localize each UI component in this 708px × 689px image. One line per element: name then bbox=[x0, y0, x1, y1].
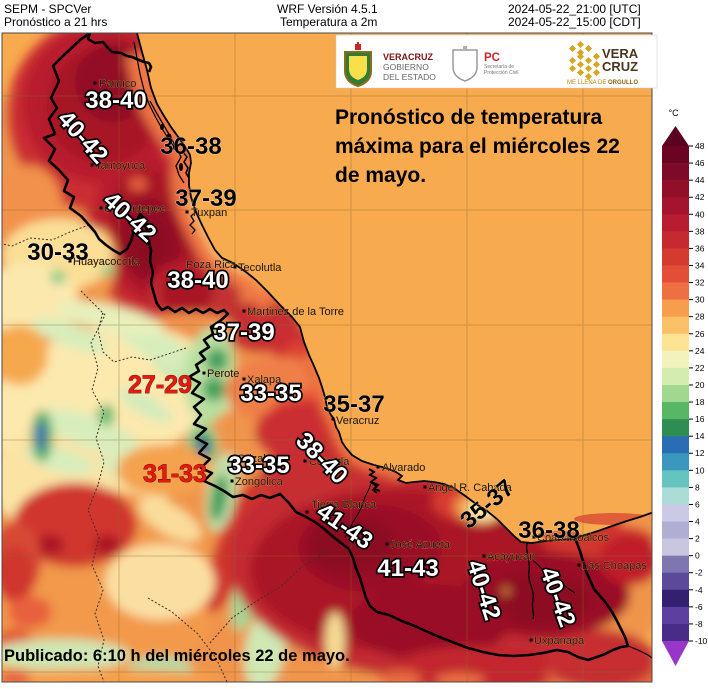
svg-text:Temperatura a 2m: Temperatura a 2m bbox=[280, 15, 377, 29]
svg-text:Huayacocotla: Huayacocotla bbox=[73, 256, 141, 268]
svg-text:41-43: 41-43 bbox=[377, 555, 438, 582]
svg-text:20: 20 bbox=[695, 380, 705, 390]
svg-text:10: 10 bbox=[695, 465, 705, 475]
svg-text:30-33: 30-33 bbox=[27, 239, 88, 266]
svg-text:Angel R. Cabada: Angel R. Cabada bbox=[428, 482, 513, 494]
svg-text:-6: -6 bbox=[695, 602, 703, 612]
svg-text:Uxpanapa: Uxpanapa bbox=[534, 635, 585, 647]
svg-text:46: 46 bbox=[695, 158, 705, 168]
svg-text:Orizaba: Orizaba bbox=[237, 453, 276, 465]
svg-text:34: 34 bbox=[695, 260, 705, 270]
svg-text:32: 32 bbox=[695, 278, 705, 288]
svg-text:33-35: 33-35 bbox=[240, 380, 301, 407]
svg-text:38: 38 bbox=[695, 226, 705, 236]
svg-text:26: 26 bbox=[695, 329, 705, 339]
svg-text:Chicontepec: Chicontepec bbox=[104, 203, 166, 215]
svg-text:42: 42 bbox=[695, 192, 705, 202]
svg-text:Xalapa: Xalapa bbox=[247, 374, 282, 386]
svg-text:Zongolica: Zongolica bbox=[235, 476, 284, 488]
svg-text:Publicado: 6:10 h del miércole: Publicado: 6:10 h del miércoles 22 de ma… bbox=[4, 647, 350, 665]
svg-text:Secretaría de: Secretaría de bbox=[484, 64, 514, 70]
svg-text:36-38: 36-38 bbox=[160, 133, 221, 160]
svg-text:Protección Civil: Protección Civil bbox=[484, 70, 518, 76]
svg-text:8: 8 bbox=[695, 482, 700, 492]
svg-text:2024-05-22_15:00 [CDT]: 2024-05-22_15:00 [CDT] bbox=[508, 15, 641, 29]
svg-text:Alvarado: Alvarado bbox=[382, 462, 425, 474]
svg-text:GOBIERNO: GOBIERNO bbox=[383, 62, 429, 72]
svg-text:Las Choapas: Las Choapas bbox=[582, 560, 647, 572]
svg-text:Coatzacoalcos: Coatzacoalcos bbox=[537, 532, 610, 544]
svg-text:48: 48 bbox=[695, 141, 705, 151]
svg-text:DEL ESTADO: DEL ESTADO bbox=[383, 72, 436, 82]
svg-text:2024-05-22_21:00 [UTC]: 2024-05-22_21:00 [UTC] bbox=[508, 2, 641, 16]
svg-text:2: 2 bbox=[695, 534, 700, 544]
svg-text:WRF Versión 4.5.1: WRF Versión 4.5.1 bbox=[277, 2, 378, 16]
svg-text:Tecolutla: Tecolutla bbox=[238, 262, 282, 274]
svg-text:de mayo.: de mayo. bbox=[335, 164, 426, 187]
svg-text:-8: -8 bbox=[695, 619, 703, 629]
svg-text:37-39: 37-39 bbox=[175, 185, 236, 212]
svg-text:38-40: 38-40 bbox=[167, 267, 228, 294]
svg-text:36: 36 bbox=[695, 243, 705, 253]
svg-text:Cotaxtla: Cotaxtla bbox=[309, 456, 350, 468]
svg-text:38-40: 38-40 bbox=[85, 87, 146, 114]
svg-text:35-37: 35-37 bbox=[323, 391, 384, 418]
svg-text:VERA: VERA bbox=[602, 46, 639, 61]
svg-text:Veracruz: Veracruz bbox=[336, 415, 379, 427]
svg-text:Tierra Blanca: Tierra Blanca bbox=[311, 499, 377, 511]
svg-text:°C: °C bbox=[669, 108, 680, 118]
svg-text:VERACRUZ: VERACRUZ bbox=[383, 52, 434, 62]
svg-text:12: 12 bbox=[695, 448, 705, 458]
svg-text:31-33: 31-33 bbox=[143, 460, 207, 488]
svg-text:ME LLENA DE ORGULLO: ME LLENA DE ORGULLO bbox=[567, 80, 638, 86]
svg-text:CRUZ: CRUZ bbox=[602, 59, 638, 74]
svg-text:PC: PC bbox=[484, 52, 500, 64]
svg-text:28: 28 bbox=[695, 312, 705, 322]
svg-text:33-35: 33-35 bbox=[228, 452, 289, 479]
svg-text:37-39: 37-39 bbox=[213, 319, 274, 346]
svg-text:14: 14 bbox=[695, 431, 705, 441]
svg-text:30: 30 bbox=[695, 295, 705, 305]
svg-text:24: 24 bbox=[695, 346, 705, 356]
svg-text:-2: -2 bbox=[695, 568, 703, 578]
svg-text:18: 18 bbox=[695, 397, 705, 407]
svg-text:Tuxpan: Tuxpan bbox=[191, 207, 227, 219]
svg-text:-10: -10 bbox=[695, 636, 708, 646]
svg-text:40: 40 bbox=[695, 209, 705, 219]
svg-text:Tantoyuca: Tantoyuca bbox=[95, 160, 146, 172]
svg-text:16: 16 bbox=[695, 414, 705, 424]
svg-text:Acayucan: Acayucan bbox=[487, 551, 535, 563]
svg-text:36-38: 36-38 bbox=[518, 517, 579, 544]
svg-text:SEPM - SPCVer: SEPM - SPCVer bbox=[4, 2, 91, 16]
svg-text:Martinez de la Torre: Martinez de la Torre bbox=[247, 306, 344, 318]
svg-text:Perote: Perote bbox=[207, 368, 239, 380]
svg-text:José Azueta: José Azueta bbox=[390, 539, 451, 551]
svg-text:6: 6 bbox=[695, 499, 700, 509]
svg-text:-4: -4 bbox=[695, 585, 703, 595]
svg-text:22: 22 bbox=[695, 363, 705, 373]
svg-text:Panuco: Panuco bbox=[99, 78, 136, 90]
svg-text:Poza Rica: Poza Rica bbox=[186, 259, 237, 271]
svg-text:4: 4 bbox=[695, 517, 700, 527]
svg-text:Pronóstico a 21 hrs: Pronóstico a 21 hrs bbox=[4, 15, 107, 29]
svg-text:27-29: 27-29 bbox=[128, 371, 192, 399]
svg-text:0: 0 bbox=[695, 551, 700, 561]
svg-text:44: 44 bbox=[695, 175, 705, 185]
svg-text:máxima para el miércoles 22: máxima para el miércoles 22 bbox=[335, 135, 620, 158]
svg-text:Pronóstico de temperatura: Pronóstico de temperatura bbox=[335, 106, 603, 129]
